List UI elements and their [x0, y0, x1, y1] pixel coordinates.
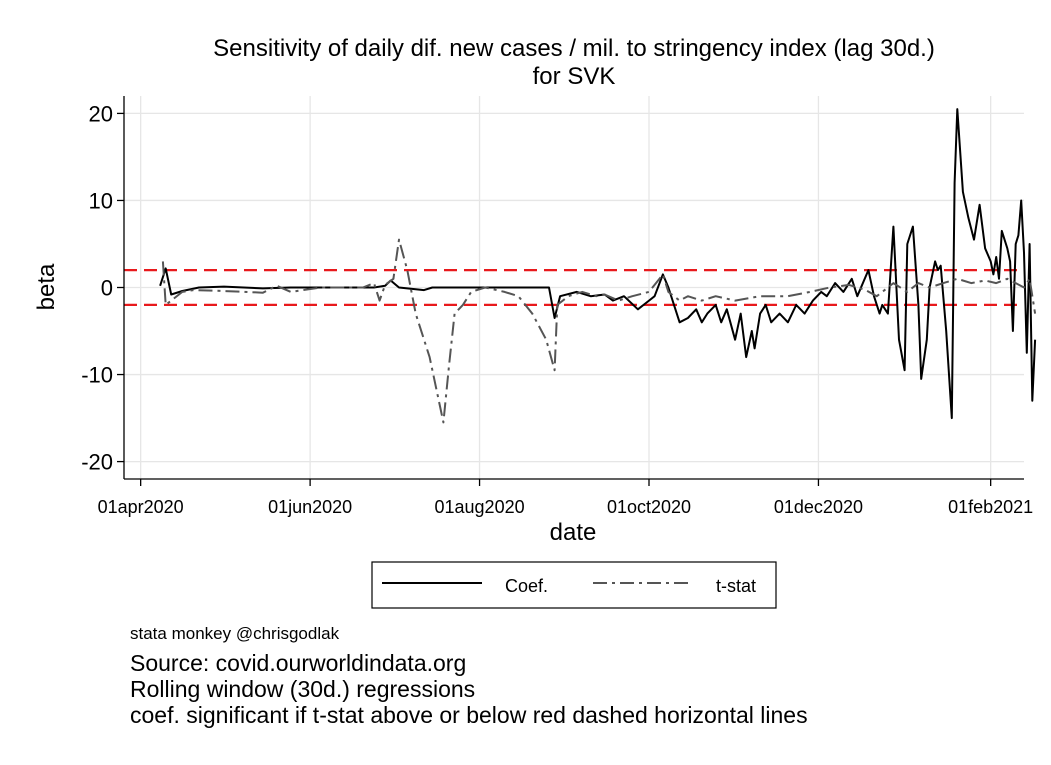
axes: 20 10 0 -10 -20 01apr2020 01jun2020 01aug2020 01… [81, 96, 1033, 517]
x-tick-label: 01aug2020 [435, 497, 525, 517]
y-tick-label: -10 [81, 363, 113, 388]
y-axis-label: beta [33, 263, 60, 310]
x-tick-label: 01oct2020 [607, 497, 691, 517]
legend-tstat-label: t-stat [716, 576, 756, 596]
series-line-coef [159, 108, 1037, 420]
legend-box [371, 561, 777, 609]
source-note: Source: covid.ourworldindata.org [130, 650, 467, 677]
chart-title: Sensitivity of daily dif. new cases / mi… [213, 35, 935, 62]
significance-note: coef. significant if t-stat above or bel… [130, 701, 808, 728]
notes: stata monkey @chrisgodlak Source: covid.… [130, 624, 808, 728]
x-tick-label: 01feb2021 [948, 497, 1033, 517]
x-tick-label: 01dec2020 [774, 497, 863, 517]
legend-coef-label: Coef. [505, 576, 548, 596]
x-axis-label: date [550, 519, 597, 546]
y-tick-label: 10 [89, 188, 113, 213]
series-layer [159, 108, 1037, 424]
y-tick-label: 20 [89, 101, 113, 126]
chart-subtitle: for SVK [533, 63, 616, 90]
legend: Coef. t-stat [371, 561, 777, 609]
reference-lines [124, 268, 1024, 307]
y-tick-label: -20 [81, 450, 113, 475]
credit-note: stata monkey @chrisgodlak [130, 624, 340, 643]
method-note: Rolling window (30d.) regressions [130, 675, 476, 702]
x-tick-label: 01apr2020 [98, 497, 184, 517]
y-tick-label: 0 [101, 276, 113, 301]
series-line-t-stat [161, 238, 1037, 424]
x-tick-label: 01jun2020 [268, 497, 352, 517]
